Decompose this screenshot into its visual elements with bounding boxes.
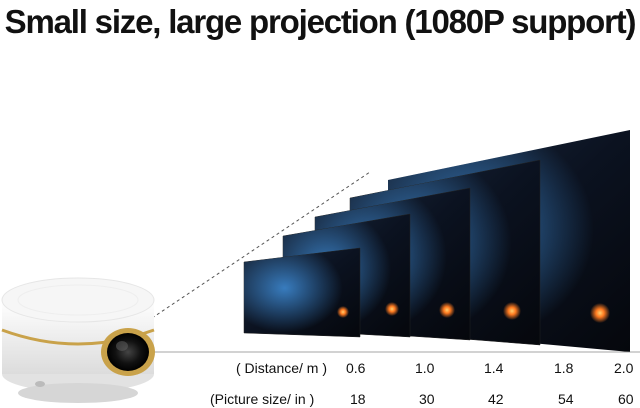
headline: Small size, large projection (1080P supp… bbox=[4, 3, 637, 40]
distance-value: 0.6 bbox=[346, 360, 366, 376]
projector bbox=[1, 277, 155, 403]
projection-beam bbox=[151, 171, 371, 319]
picture-size-label: (Picture size/ in ) bbox=[210, 391, 315, 407]
picture-size-value: 60 bbox=[618, 391, 634, 407]
screen-1 bbox=[243, 247, 361, 338]
distance-value: 1.8 bbox=[554, 360, 574, 376]
picture-size-value: 54 bbox=[558, 391, 574, 407]
distance-value: 1.4 bbox=[484, 360, 504, 376]
picture-size-value: 42 bbox=[488, 391, 504, 407]
picture-size-value: 18 bbox=[350, 391, 366, 407]
distance-value: 1.0 bbox=[415, 360, 435, 376]
distance-value: 2.0 bbox=[614, 360, 634, 376]
distance-label: ( Distance/ m ) bbox=[236, 360, 328, 376]
picture-size-value: 30 bbox=[419, 391, 435, 407]
